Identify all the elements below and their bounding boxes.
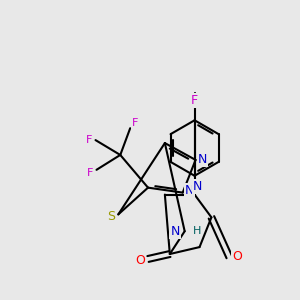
Text: N: N — [198, 153, 207, 167]
Text: F: F — [85, 135, 92, 145]
Text: N: N — [193, 180, 202, 193]
Text: F: F — [191, 94, 198, 107]
Text: F: F — [132, 118, 138, 128]
Text: O: O — [135, 254, 145, 268]
Text: F: F — [86, 168, 93, 178]
Text: N: N — [185, 184, 194, 197]
Text: S: S — [107, 210, 116, 223]
Text: H: H — [193, 226, 201, 236]
Text: O: O — [232, 250, 242, 263]
Text: N: N — [170, 225, 180, 238]
